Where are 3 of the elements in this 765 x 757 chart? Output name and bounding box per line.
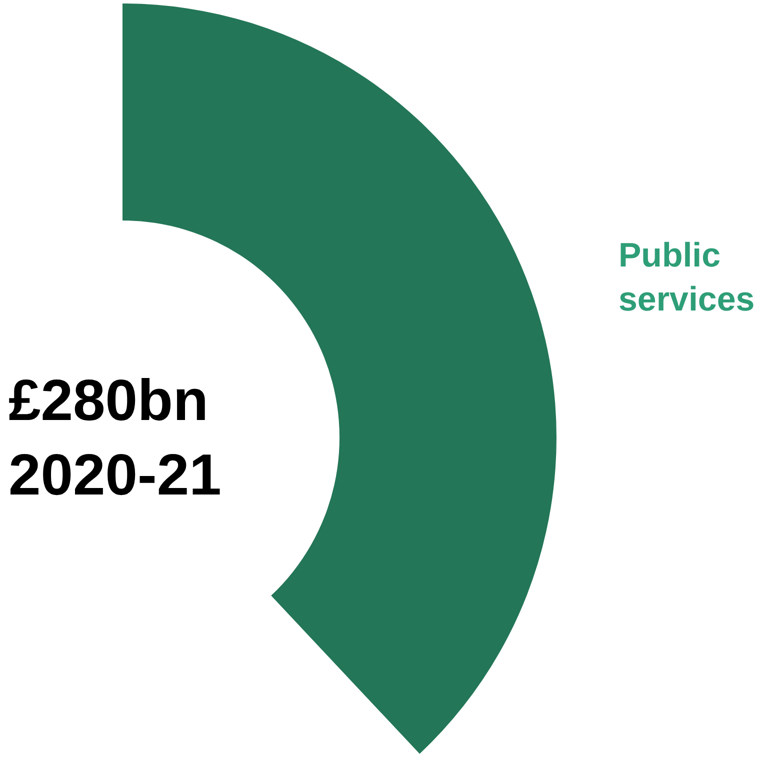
text: £280bn xyxy=(8,368,208,433)
slice-label: Public services xyxy=(618,236,755,319)
text: 2020-21 xyxy=(8,442,222,508)
